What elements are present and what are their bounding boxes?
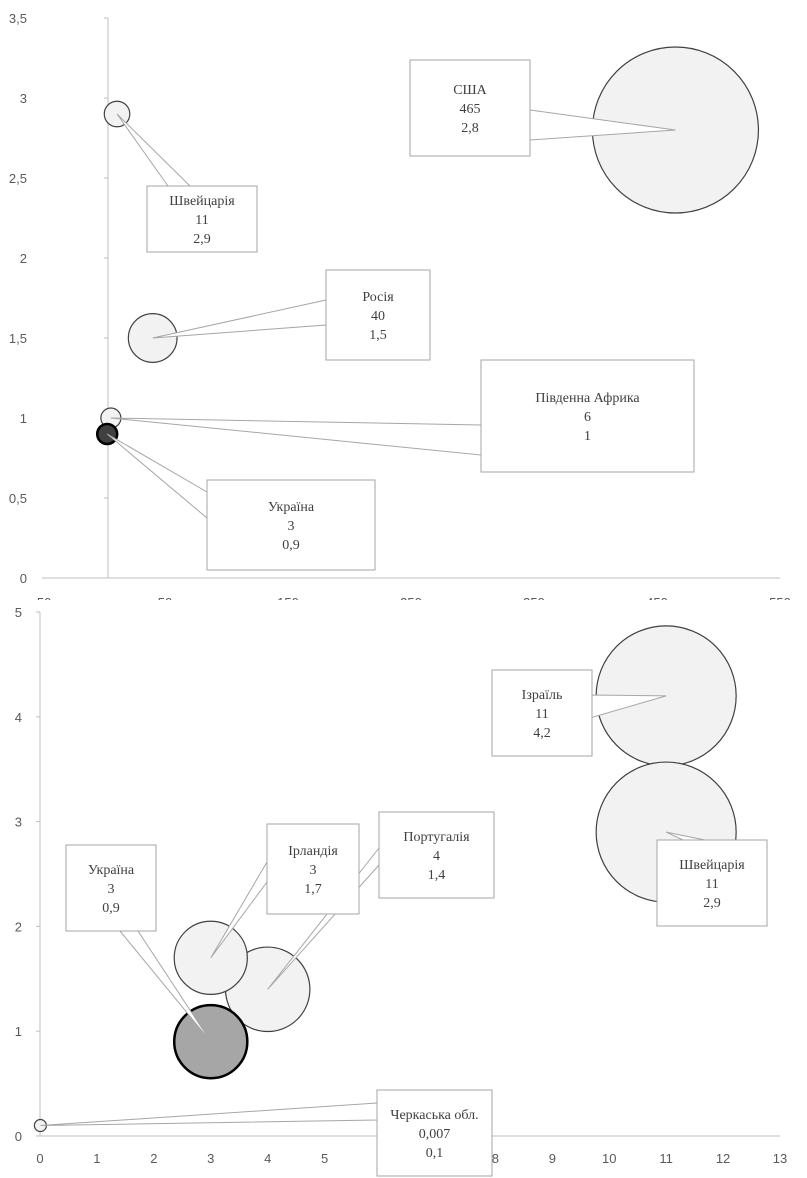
point-y-value: 1,5: [369, 328, 387, 343]
y-tick-label: 3,5: [9, 11, 27, 26]
x-tick-label: 550: [769, 595, 791, 600]
callout-box: [491, 669, 593, 757]
callout-box: [65, 844, 157, 932]
point-y-value: 1,7: [304, 882, 322, 897]
x-tick-label: 11: [659, 1151, 673, 1166]
point-y-value: 4,2: [533, 726, 551, 741]
callout-leader: [110, 417, 482, 456]
x-tick-label: 150: [277, 595, 299, 600]
x-tick-label: 10: [602, 1151, 616, 1166]
point-y-value: 0,9: [102, 901, 120, 916]
point-label: Черкаська обл.: [390, 1108, 478, 1123]
point-y-value: 2,9: [703, 896, 721, 911]
x-tick-label: 5: [321, 1151, 328, 1166]
x-tick-label: 0: [36, 1151, 43, 1166]
y-tick-label: 2: [20, 251, 27, 266]
y-tick-label: 3: [20, 91, 27, 106]
callout-box: [325, 269, 431, 361]
y-tick-label: 1: [15, 1024, 22, 1039]
callout-leader: [40, 1102, 378, 1127]
chart-2: 012345678910111213012345Ізраїль114,2Швей…: [15, 605, 787, 1177]
y-tick-label: 3: [15, 815, 22, 830]
callout-box: [146, 185, 258, 253]
x-tick-label: 2: [150, 1151, 157, 1166]
chart-1: -50 50 150 250 350 450 550 0 0,5 1 1,5 2 2,5 3 3,5 США 4…: [9, 11, 791, 600]
x-tick-label: 4: [264, 1151, 271, 1166]
callout-leader: [106, 433, 208, 520]
point-y-value: 2,8: [461, 121, 479, 136]
point-size-value: 11: [535, 707, 548, 722]
y-tick-label: 0: [15, 1129, 22, 1144]
x-tick-label: 50: [158, 595, 172, 600]
callout-box: [206, 479, 376, 571]
point-label: Швейцарія: [679, 858, 745, 873]
callout-leader: [116, 113, 192, 187]
x-tick-label: 3: [207, 1151, 214, 1166]
point-label: Португалія: [403, 830, 470, 845]
point-size-value: 11: [195, 213, 208, 228]
point-label: Ізраїль: [522, 688, 563, 703]
x-tick-label: 450: [646, 595, 668, 600]
point-y-value: 0,9: [282, 538, 300, 553]
callout-box: [376, 1089, 493, 1177]
point-size-value: 3: [108, 882, 115, 897]
point-label: Україна: [268, 500, 315, 515]
point-size-value: 11: [705, 877, 718, 892]
point-label: Ірландія: [288, 844, 338, 859]
y-tick-label: 0: [20, 571, 27, 586]
point-label: США: [453, 83, 487, 98]
callout-leader: [152, 299, 327, 339]
point-size-value: 0,007: [419, 1127, 451, 1142]
x-tick-label: -50: [33, 595, 52, 600]
callout-box: [480, 359, 695, 473]
point-y-value: 1,4: [428, 868, 446, 883]
point-size-value: 4: [433, 849, 440, 864]
y-tick-label: 2: [15, 919, 22, 934]
callout-box: [656, 839, 768, 927]
x-tick-label: 13: [773, 1151, 787, 1166]
y-tick-label: 1: [20, 411, 27, 426]
point-label: Україна: [88, 863, 135, 878]
x-tick-label: 350: [523, 595, 545, 600]
y-tick-label: 4: [15, 710, 22, 725]
x-tick-label: 8: [492, 1151, 499, 1166]
point-y-value: 2,9: [193, 232, 211, 247]
point-label: Росія: [362, 290, 394, 305]
x-tick-label: 250: [400, 595, 422, 600]
x-tick-label: 9: [549, 1151, 556, 1166]
point-size-value: 3: [310, 863, 317, 878]
y-tick-label: 1,5: [9, 331, 27, 346]
point-y-value: 1: [584, 429, 591, 444]
point-label: Південна Африка: [535, 391, 640, 406]
callout-box: [378, 811, 495, 899]
x-tick-label: 12: [716, 1151, 730, 1166]
point-size-value: 465: [460, 102, 481, 117]
point-size-value: 40: [371, 309, 385, 324]
point-label: Швейцарія: [169, 194, 235, 209]
y-tick-label: 0,5: [9, 491, 27, 506]
point-y-value: 0,1: [426, 1146, 444, 1161]
point-size-value: 3: [288, 519, 295, 534]
y-tick-label: 2,5: [9, 171, 27, 186]
point-size-value: 6: [584, 410, 591, 425]
callout-box: [266, 823, 360, 915]
x-tick-label: 1: [93, 1151, 100, 1166]
y-tick-label: 5: [15, 605, 22, 620]
callout-box: [409, 59, 531, 157]
